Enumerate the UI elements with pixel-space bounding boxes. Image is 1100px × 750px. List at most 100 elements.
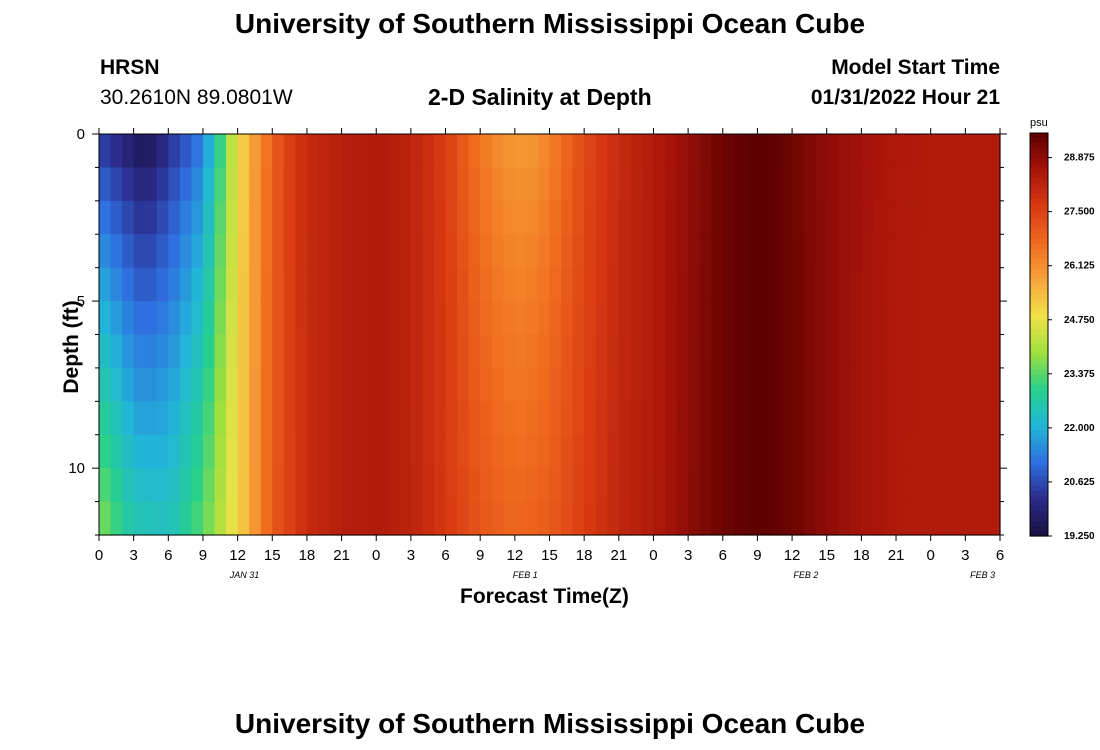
heatmap-cell: [676, 234, 689, 269]
heatmap-cell: [919, 167, 932, 202]
heatmap-cell: [110, 167, 123, 202]
heatmap-cell: [480, 468, 493, 503]
heatmap-cell: [896, 301, 909, 336]
heatmap-cell: [653, 434, 666, 469]
colorbar-swatch: [1030, 470, 1048, 477]
colorbar-swatch: [1030, 213, 1048, 220]
heatmap-cell: [711, 200, 724, 235]
heatmap-cell: [399, 334, 412, 369]
heatmap-cell: [168, 301, 181, 336]
heatmap-cell: [537, 334, 551, 369]
heatmap-cell: [376, 401, 389, 436]
heatmap-cell: [861, 501, 874, 536]
heatmap-cell: [699, 267, 712, 302]
heatmap-cell: [745, 301, 759, 336]
heatmap-cell: [884, 367, 897, 402]
heatmap-cell: [537, 501, 551, 536]
station-name: HRSN: [100, 56, 160, 79]
heatmap-cell: [480, 134, 493, 169]
heatmap-cell: [595, 434, 608, 469]
heatmap-cell: [757, 367, 770, 402]
heatmap-cell: [122, 167, 135, 202]
colorbar-swatch: [1030, 294, 1048, 300]
heatmap-cell: [272, 301, 285, 336]
heatmap-cell: [549, 401, 562, 436]
heatmap-cell: [433, 468, 447, 503]
colorbar-swatch: [1030, 420, 1048, 426]
heatmap-cell: [653, 267, 666, 302]
heatmap-cell: [260, 334, 273, 369]
heatmap-cell: [676, 167, 689, 202]
heatmap-cell: [514, 200, 527, 235]
heatmap-cell: [526, 367, 539, 402]
heatmap-cell: [537, 267, 551, 302]
heatmap-cell: [433, 501, 447, 536]
heatmap-cell: [815, 234, 828, 269]
heatmap-cell: [353, 334, 366, 369]
heatmap-cell: [526, 301, 539, 336]
heatmap-cell: [318, 301, 331, 336]
heatmap-cell: [341, 468, 354, 503]
heatmap-cell: [226, 167, 239, 202]
heatmap-cell: [861, 200, 874, 235]
heatmap-cell: [122, 134, 135, 169]
heatmap-cell: [630, 501, 643, 536]
heatmap-cell: [376, 200, 389, 235]
heatmap-cell: [849, 334, 862, 369]
heatmap-cell: [595, 134, 608, 169]
heatmap-cell: [838, 501, 851, 536]
heatmap-cell: [838, 434, 851, 469]
colorbar-swatch: [1030, 203, 1048, 210]
heatmap-cell: [953, 301, 966, 336]
heatmap-cell: [549, 200, 562, 235]
heatmap-cell: [630, 434, 643, 469]
heatmap-cell: [168, 367, 181, 402]
heatmap-cell: [514, 501, 527, 536]
heatmap-cell: [896, 501, 909, 536]
heatmap-cell: [191, 367, 204, 402]
heatmap-cell: [410, 134, 424, 169]
heatmap-cell: [595, 301, 608, 336]
heatmap-cell: [156, 200, 169, 235]
heatmap-cell: [376, 434, 389, 469]
heatmap-cell: [122, 267, 135, 302]
heatmap-cell: [226, 434, 239, 469]
heatmap-cell: [191, 134, 204, 169]
x-tick-label: 9: [476, 547, 484, 564]
heatmap-cell: [191, 167, 204, 202]
heatmap-cell: [676, 367, 689, 402]
heatmap-cell: [399, 267, 412, 302]
heatmap-cell: [387, 401, 400, 436]
heatmap-cell: [988, 200, 1001, 235]
heatmap-cell: [572, 301, 585, 336]
heatmap-cell: [607, 234, 620, 269]
heatmap-cell: [306, 167, 320, 202]
heatmap-cell: [815, 334, 828, 369]
heatmap-cell: [907, 367, 920, 402]
heatmap-cell: [838, 200, 851, 235]
heatmap-cell: [630, 301, 643, 336]
heatmap-cell: [249, 200, 262, 235]
heatmap-cell: [884, 134, 897, 169]
heatmap-cell: [156, 401, 169, 436]
heatmap-cell: [226, 468, 239, 503]
heatmap-cell: [757, 167, 770, 202]
heatmap-cell: [826, 267, 839, 302]
heatmap-cell: [249, 367, 262, 402]
heatmap-cell: [445, 234, 458, 269]
heatmap-cell: [491, 167, 504, 202]
heatmap-cell: [214, 501, 227, 536]
heatmap-cell: [537, 367, 551, 402]
heatmap-cell: [953, 434, 966, 469]
heatmap-cell: [537, 134, 551, 169]
heatmap-cell: [607, 434, 620, 469]
heatmap-cell: [260, 134, 273, 169]
heatmap-cell: [410, 367, 424, 402]
heatmap-cell: [491, 234, 504, 269]
heatmap-cell: [653, 134, 666, 169]
heatmap-cell: [272, 234, 285, 269]
heatmap-cell: [768, 434, 782, 469]
heatmap-cell: [780, 367, 793, 402]
colorbar-swatch: [1030, 228, 1048, 235]
